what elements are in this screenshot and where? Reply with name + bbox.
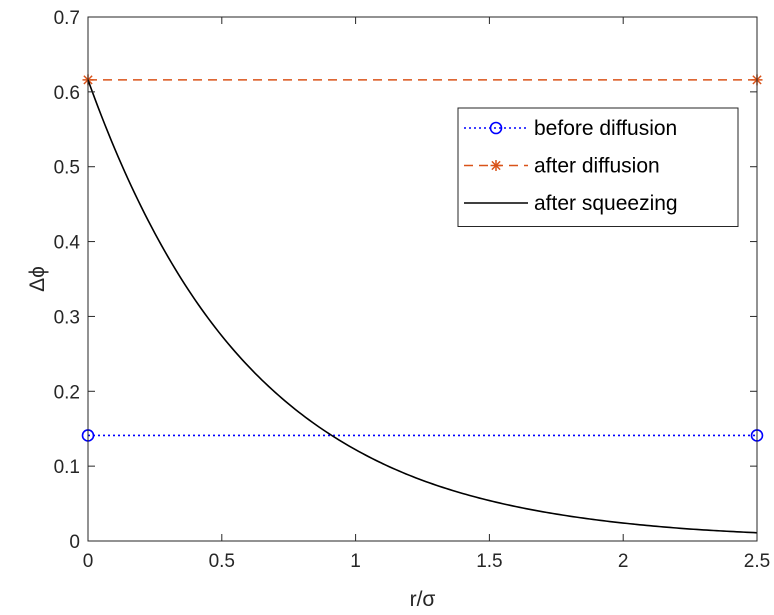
x-tick-label: 0.5 (209, 551, 235, 572)
x-tick-label: 2 (618, 551, 629, 572)
legend-marker (490, 160, 502, 171)
y-tick-label: 0.3 (54, 307, 80, 328)
x-axis-label: r/σ (410, 588, 436, 611)
series-after-squeezing (87, 79, 758, 534)
y-axis-label: Δϕ (26, 266, 49, 292)
y-tick-label: 0.6 (54, 83, 80, 104)
y-tick-label: 0.5 (54, 158, 80, 179)
y-tick-label: 0.7 (54, 8, 80, 29)
x-tick-label: 2.5 (744, 551, 770, 572)
legend: before diffusion after diffusion after squ… (457, 107, 739, 227)
legend-marker (489, 121, 503, 135)
axes-frame (87, 16, 758, 542)
y-tick-label: 0.4 (54, 233, 81, 254)
legend-label: after diffusion (534, 155, 660, 178)
x-tick-label: 1.5 (476, 551, 502, 572)
labels-layer: r/σ Δϕ (26, 266, 435, 611)
y-tick-label: 0 (69, 532, 80, 553)
series-line (87, 79, 758, 534)
legend-label: after squeezing (534, 192, 678, 215)
y-tick-label: 0.1 (54, 457, 80, 478)
ticks-layer: 0 0.5 1 1.5 2 2.5 0 0.1 0.2 0.3 0.4 0.5 0.6 0.7 (54, 8, 771, 572)
legend-entry: after diffusion (464, 155, 660, 178)
legend-entry: before diffusion (464, 117, 677, 140)
x-tick-label: 0 (83, 551, 94, 572)
plot-background (88, 17, 757, 541)
legend-items: before diffusion after diffusion after squ… (464, 117, 678, 215)
legend-label: before diffusion (534, 117, 677, 140)
plot-area: 0 0.5 1 1.5 2 2.5 0 0.1 0.2 0.3 0.4 0.5 0.6 0.7 (54, 8, 771, 572)
y-tick-label: 0.2 (54, 382, 80, 403)
x-tick-label: 1 (350, 551, 361, 572)
legend-entry: after squeezing (464, 192, 678, 215)
